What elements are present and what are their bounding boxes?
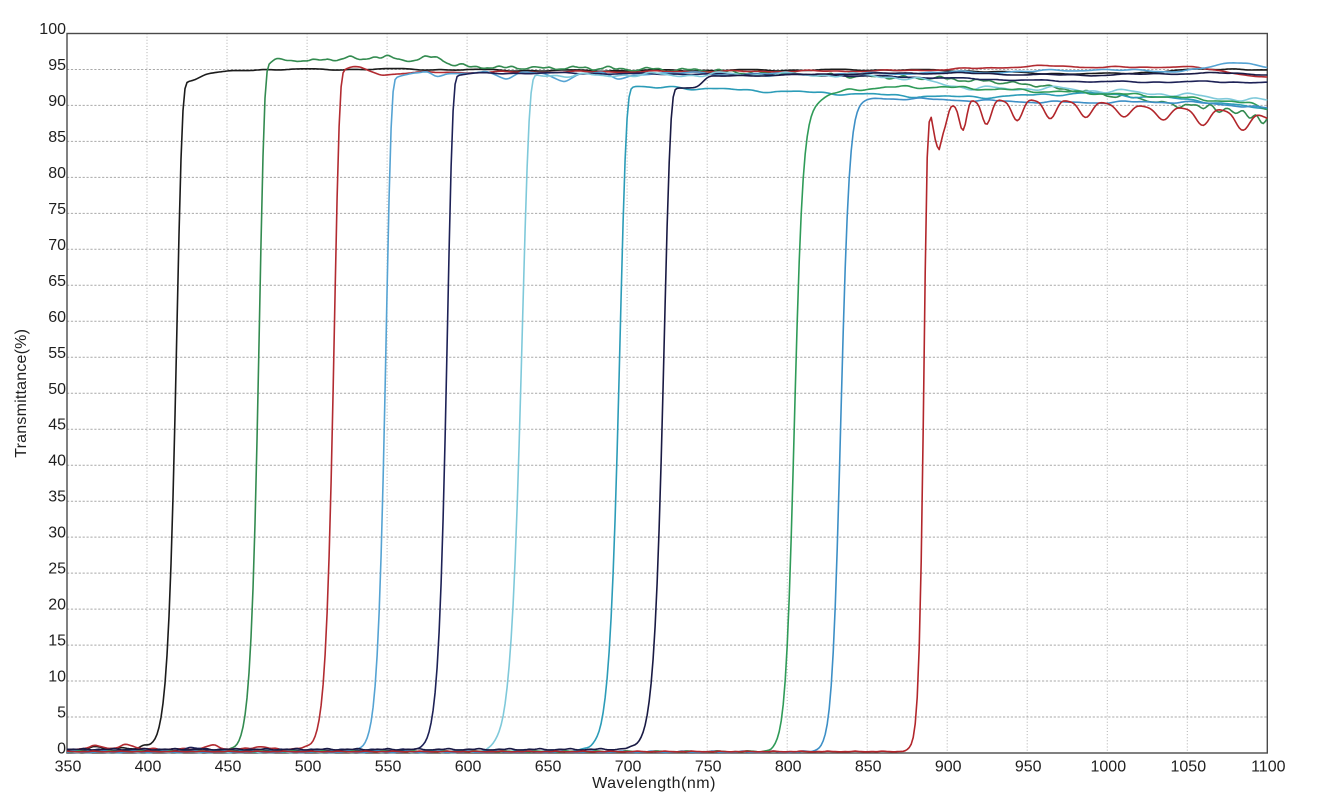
svg-text:350: 350 [55,759,82,776]
svg-text:750: 750 [695,759,722,776]
svg-text:500: 500 [295,759,322,776]
svg-text:80: 80 [48,165,66,182]
svg-text:400: 400 [135,759,162,776]
svg-text:1050: 1050 [1171,759,1207,776]
svg-text:5: 5 [57,705,66,722]
svg-text:600: 600 [455,759,482,776]
svg-text:550: 550 [375,759,402,776]
svg-text:Transmittance(%): Transmittance(%) [13,329,30,458]
svg-text:950: 950 [1015,759,1042,776]
svg-text:95: 95 [48,57,66,74]
svg-text:650: 650 [535,759,562,776]
svg-text:0: 0 [57,741,66,758]
svg-text:60: 60 [48,309,66,326]
svg-text:850: 850 [855,759,882,776]
svg-text:800: 800 [775,759,802,776]
svg-text:50: 50 [48,381,66,398]
svg-text:25: 25 [48,561,66,578]
svg-text:15: 15 [48,633,66,650]
svg-text:55: 55 [48,345,66,362]
svg-text:35: 35 [48,489,66,506]
svg-text:70: 70 [48,237,66,254]
svg-text:40: 40 [48,453,66,470]
svg-text:45: 45 [48,417,66,434]
svg-text:1000: 1000 [1091,759,1127,776]
svg-text:700: 700 [615,759,642,776]
svg-text:10: 10 [48,669,66,686]
svg-text:Wavelength(nm): Wavelength(nm) [592,775,716,792]
svg-text:85: 85 [48,129,66,146]
svg-text:65: 65 [48,273,66,290]
svg-text:75: 75 [48,201,66,218]
svg-text:30: 30 [48,525,66,542]
svg-text:1100: 1100 [1251,759,1286,776]
svg-text:20: 20 [48,597,66,614]
svg-text:450: 450 [215,759,242,776]
svg-text:90: 90 [48,93,66,110]
svg-text:100: 100 [39,21,66,38]
svg-text:900: 900 [935,759,962,776]
